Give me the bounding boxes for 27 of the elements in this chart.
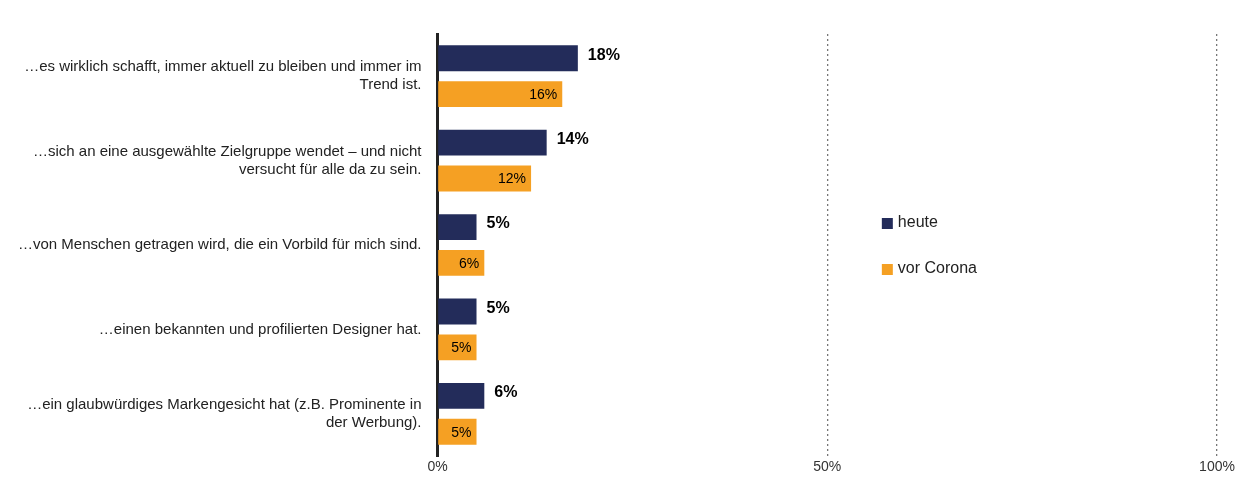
bar (438, 45, 578, 72)
data-label: 6% (459, 254, 480, 271)
y-tick-label: …ein glaubwürdiges Markengesicht hat (z.B. Prominente in der Werbung). (27, 394, 422, 430)
data-label: 12% (498, 170, 527, 187)
bar (438, 81, 563, 108)
bar (438, 165, 532, 192)
data-label: 5% (451, 423, 472, 440)
bar (438, 129, 547, 156)
data-label: 14% (556, 130, 589, 148)
data-label: 5% (451, 339, 472, 356)
legend-label: vor Corona (897, 259, 978, 277)
y-tick-label: …von Menschen getragen wird, die ein Vorbild für mich sind. (18, 235, 422, 253)
legend-label: heute (897, 213, 938, 231)
data-label: 6% (494, 383, 518, 401)
y-tick-label: …einen bekannten und profilierten Designer hat. (98, 319, 422, 337)
data-label: 5% (486, 298, 510, 316)
y-tick-label: …sich an eine ausgewählte Zielgruppe wendet – und nicht versucht für alle da zu sein. (32, 141, 423, 177)
data-label: 16% (529, 85, 558, 102)
x-tick-label: 100% (1199, 458, 1235, 475)
x-tick-label: 0% (427, 458, 448, 475)
x-tick-label: 50% (813, 458, 842, 475)
bar (438, 382, 485, 409)
data-label: 18% (587, 45, 620, 63)
bar (438, 214, 477, 240)
bar (438, 298, 477, 325)
y-tick-label: …es wirklich schafft, immer aktuell zu bleiben und immer im Trend ist. (24, 57, 422, 93)
data-label: 5% (486, 214, 510, 232)
